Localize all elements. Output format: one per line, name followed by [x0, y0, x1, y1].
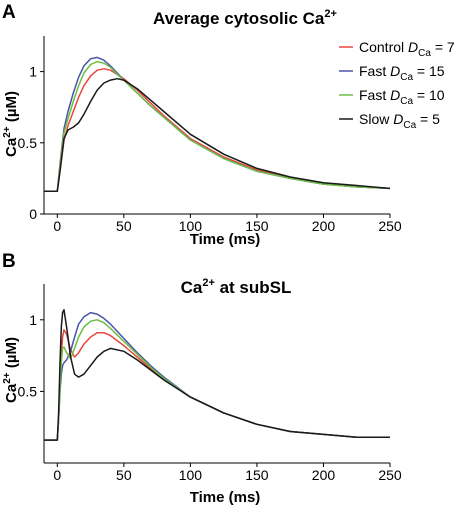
- legend-entry-label: Control DCa = 7: [359, 39, 455, 59]
- x-tick-label: 200: [312, 467, 336, 483]
- y-axis-label-b: Ca2+ (µM): [2, 337, 20, 403]
- panel-a: A Average cytosolic Ca2+ 0 50 100 150 200 250…: [2, 2, 455, 248]
- series-line-1: [44, 329, 390, 441]
- series-line-1: [44, 68, 391, 192]
- y-tick-label: 0.5: [18, 135, 38, 151]
- y-axis-label-a: Ca2+ (µM): [2, 91, 20, 157]
- legend-entry-label: Slow DCa = 5: [359, 111, 440, 131]
- plot-area-a: 0 50 100 150 200 250 0 0.5 1: [18, 36, 402, 234]
- legend-a: Control DCa = 7 Fast DCa = 15 Fast DCa = 1…: [339, 39, 455, 131]
- x-tick-label: 50: [116, 218, 132, 234]
- y-tick-label: 1: [29, 312, 37, 328]
- x-axis-label-a: Time (ms): [190, 231, 261, 248]
- series-line-4: [44, 309, 390, 441]
- panel-letter-a: A: [2, 2, 16, 23]
- y-tick-label: 0: [29, 206, 37, 222]
- x-tick-label: 0: [53, 218, 61, 234]
- x-tick-label: 150: [245, 467, 269, 483]
- panel-b: B Ca2+ at subSL 0 50 100 150 200 250 0.5 1 Time…: [2, 251, 402, 506]
- series-line-3: [44, 60, 391, 192]
- plot-area-b: 0 50 100 150 200 250 0.5 1: [18, 284, 402, 483]
- legend-entry-label: Fast DCa = 15: [359, 63, 445, 83]
- x-tick-label: 100: [179, 218, 203, 234]
- x-tick-label: 0: [53, 467, 61, 483]
- x-axis-label-b: Time (ms): [190, 489, 261, 506]
- series-line-2: [44, 56, 391, 192]
- x-tick-label: 200: [312, 218, 336, 234]
- series-line-2: [44, 311, 390, 441]
- series-line-3: [44, 319, 390, 441]
- y-tick-label: 0.5: [18, 383, 38, 399]
- x-tick-label: 150: [245, 218, 269, 234]
- x-tick-label: 100: [179, 467, 203, 483]
- x-tick-label: 250: [378, 218, 402, 234]
- panel-letter-b: B: [2, 251, 16, 272]
- x-tick-label: 250: [378, 467, 402, 483]
- series-line-4: [44, 77, 391, 192]
- y-tick-label: 1: [29, 64, 37, 80]
- chart-title-b: Ca2+ at subSL: [181, 277, 292, 297]
- chart-title-a: Average cytosolic Ca2+: [153, 8, 337, 28]
- x-tick-label: 50: [116, 467, 132, 483]
- legend-entry-label: Fast DCa = 10: [359, 87, 445, 107]
